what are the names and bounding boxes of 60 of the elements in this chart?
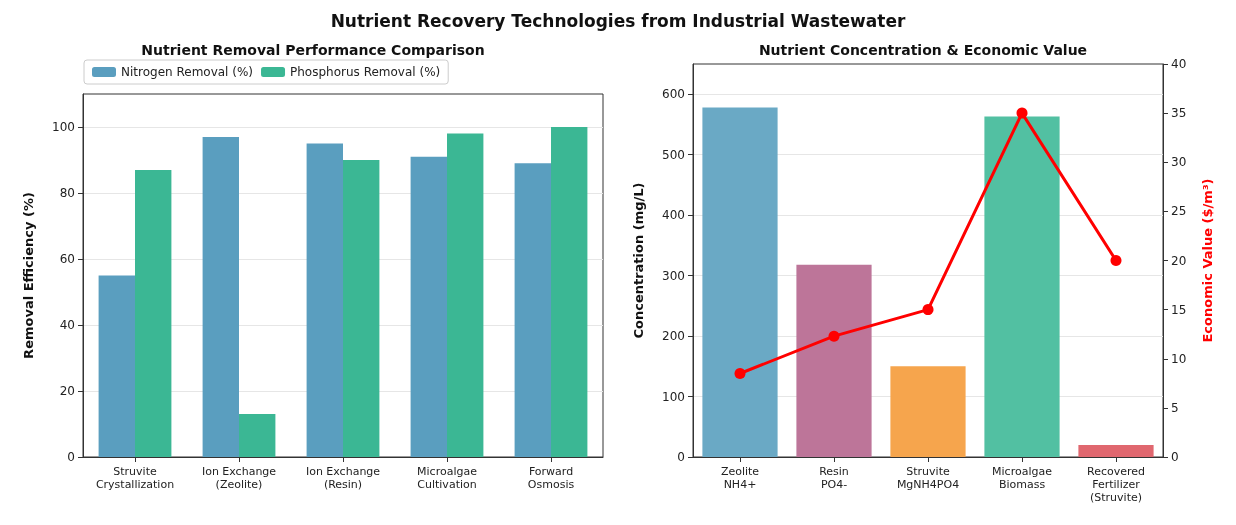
legend-label: Phosphorus Removal (%) [290,65,441,79]
y-tick-label: 100 [662,389,685,404]
bar [890,366,966,457]
y2-tick-label: 35 [1171,106,1187,121]
y2-tick-label: 15 [1171,302,1187,317]
y-tick-label: 400 [662,208,685,223]
y-tick-label: 200 [662,329,685,344]
text: Nutrient Recovery Technologies from Industrial Wastewater [329,10,907,33]
x-tick-label: Microalgae Biomass [992,465,1053,491]
y-tick-label: 20 [59,384,75,398]
bar [702,107,778,457]
point [922,304,934,316]
y-tick-label: 80 [59,186,75,200]
point [1110,255,1122,266]
y-tick-label: 40 [59,318,75,332]
y2-axis-title: Economic Value ($/m³) [1200,178,1215,343]
y-tick-label: 500 [662,147,685,162]
x-tick-label: Ion Exchange (Resin) [305,465,381,491]
bar [98,275,135,457]
bar [135,169,172,457]
y-tick-label: 600 [662,87,685,102]
bar [239,414,276,457]
bar [202,136,239,457]
legend-label: Nitrogen Removal (%) [121,65,254,79]
x-tick-label: Recovered Fertilizer (Struvite) [1086,465,1146,504]
x-tick-label: Forward Osmosis [527,465,575,491]
y2-tick-label: 20 [1171,253,1187,268]
point [828,330,840,342]
y2-tick-label: 5 [1171,400,1179,415]
y2-tick-label: 30 [1171,155,1187,170]
bar [551,127,588,457]
y2-tick-label: 25 [1171,204,1187,219]
chart-title: Nutrient Removal Performance Comparison [141,42,485,58]
chart-title: Nutrient Concentration & Economic Value [758,42,1088,58]
y-tick-label: 0 [677,450,685,464]
x-tick-label: Microalgae Cultivation [417,465,478,491]
y2-tick-label: 0 [1171,450,1179,464]
y-axis-title: Removal Efficiency (%) [21,192,36,359]
bar [447,133,484,457]
y-tick-label: 60 [59,252,75,266]
bar [343,160,380,457]
y2-tick-label: 10 [1171,351,1187,366]
point [734,367,746,379]
bar [514,163,551,457]
x-tick-label: Struvite Crystallization [95,465,175,491]
y-tick-label: 0 [67,450,75,464]
bar [410,156,447,457]
point [1016,107,1028,119]
x-tick-label: Struvite MgNH4PO4 [896,465,960,491]
x-tick-label: Ion Exchange (Zeolite) [201,465,277,491]
y2-tick-label: 40 [1171,57,1187,71]
bar [306,143,343,457]
bar [984,116,1060,457]
y-axis-title: Concentration (mg/L) [631,182,646,339]
x-tick-label: Zeolite NH4+ [720,465,760,491]
y-tick-label: 300 [662,268,685,283]
y-tick-label: 100 [52,120,75,134]
x-tick-label: Resin PO4- [819,465,849,491]
bar [796,264,872,457]
bar [1078,444,1154,457]
